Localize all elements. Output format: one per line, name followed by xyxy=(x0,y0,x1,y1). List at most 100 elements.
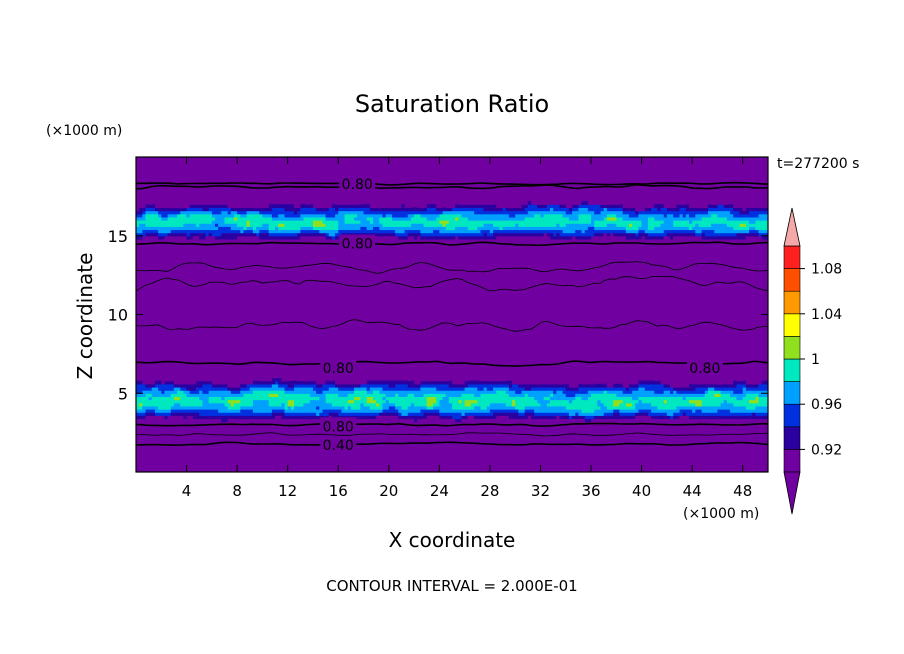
heat-cell xyxy=(218,207,222,212)
heat-cell xyxy=(151,393,156,397)
heat-cell xyxy=(312,210,317,215)
heat-cell xyxy=(562,223,567,227)
heat-cell xyxy=(221,201,226,205)
heat-cell xyxy=(480,412,485,416)
heat-cell xyxy=(151,223,156,227)
contour-label-bg xyxy=(339,174,376,191)
heat-cell xyxy=(461,396,466,401)
heat-cell xyxy=(442,409,447,413)
heat-cell xyxy=(701,418,706,423)
heat-cell xyxy=(493,226,497,231)
heat-cell xyxy=(246,213,251,218)
heat-cell xyxy=(294,399,298,404)
heat-cell xyxy=(268,229,273,234)
heat-cell xyxy=(613,402,617,407)
heat-cell xyxy=(512,399,516,404)
heat-cell xyxy=(183,393,188,397)
heat-cell xyxy=(186,396,191,401)
heat-cell xyxy=(173,415,178,420)
heat-cell xyxy=(594,210,598,215)
heat-cell xyxy=(537,383,542,388)
heat-cell xyxy=(742,386,747,391)
heat-cell xyxy=(600,393,605,397)
heat-cell xyxy=(695,220,700,224)
contour-line xyxy=(136,241,768,247)
heat-cell xyxy=(221,418,226,423)
heat-cell xyxy=(189,383,194,388)
heat-cell xyxy=(508,383,513,388)
heat-cell xyxy=(300,380,305,385)
heat-cell xyxy=(417,380,421,385)
x-tick-label: 36 xyxy=(581,482,600,500)
heat-cell xyxy=(736,210,741,215)
heat-cell xyxy=(331,207,336,212)
heat-cell xyxy=(499,229,504,234)
heat-cell xyxy=(723,405,728,410)
heat-cell xyxy=(597,223,602,227)
heat-cell xyxy=(275,412,279,416)
heat-cell xyxy=(524,226,529,231)
heat-cell xyxy=(360,204,365,208)
heat-cell xyxy=(331,409,336,413)
heat-cell xyxy=(199,213,203,218)
heat-cell xyxy=(515,383,519,388)
heat-cell xyxy=(325,207,330,212)
heat-cell xyxy=(436,380,440,385)
heat-cell xyxy=(556,226,561,231)
heat-cell xyxy=(670,412,674,416)
heat-cell xyxy=(252,415,257,420)
heat-cell xyxy=(395,235,399,240)
heat-cell xyxy=(369,210,374,215)
heat-cell xyxy=(227,232,232,237)
heat-cell xyxy=(486,412,491,416)
heat-cell xyxy=(461,390,466,394)
heat-cell xyxy=(211,402,216,407)
heat-cell xyxy=(196,409,200,413)
heat-cell xyxy=(439,223,444,227)
heat-cell xyxy=(312,226,317,231)
heat-cell xyxy=(606,204,611,208)
heat-cell xyxy=(739,390,744,394)
heat-cell xyxy=(252,226,257,231)
heat-cell xyxy=(572,232,576,237)
heat-cell xyxy=(218,383,222,388)
y-tick-label: 5 xyxy=(118,384,128,403)
heat-cell xyxy=(698,390,703,394)
heat-cell xyxy=(259,377,263,382)
heat-cell xyxy=(496,207,500,212)
heat-cell xyxy=(707,220,712,224)
heat-cell xyxy=(477,213,482,218)
heat-cell xyxy=(192,235,197,240)
heat-cell xyxy=(249,396,254,401)
heat-cell xyxy=(205,229,210,234)
heat-cell xyxy=(312,415,317,420)
heat-cell xyxy=(701,402,706,407)
heat-cell xyxy=(452,412,456,416)
heat-cell xyxy=(682,204,687,208)
heat-cell xyxy=(369,390,374,394)
heat-cell xyxy=(578,207,583,212)
heat-cell xyxy=(423,210,428,215)
heat-cell xyxy=(448,402,453,407)
heat-cell xyxy=(186,229,191,234)
heat-cell xyxy=(679,207,684,212)
heat-cell xyxy=(726,393,731,397)
heat-cell xyxy=(347,399,352,404)
heat-cell xyxy=(701,223,706,227)
heat-cell xyxy=(154,399,159,404)
heat-cell xyxy=(714,415,719,420)
heat-cell xyxy=(347,390,352,394)
heat-cell xyxy=(606,390,611,394)
heat-cell xyxy=(556,232,561,237)
heat-cell xyxy=(581,232,586,237)
heat-cell xyxy=(549,213,554,218)
heat-cell xyxy=(543,232,548,237)
heat-cell xyxy=(262,399,267,404)
heat-cell xyxy=(761,412,766,416)
heat-cell xyxy=(749,220,753,224)
heat-cell xyxy=(502,415,507,420)
heat-cell xyxy=(256,216,260,221)
heat-cell xyxy=(527,383,532,388)
heat-cell xyxy=(388,393,393,397)
heat-cell xyxy=(221,232,226,237)
